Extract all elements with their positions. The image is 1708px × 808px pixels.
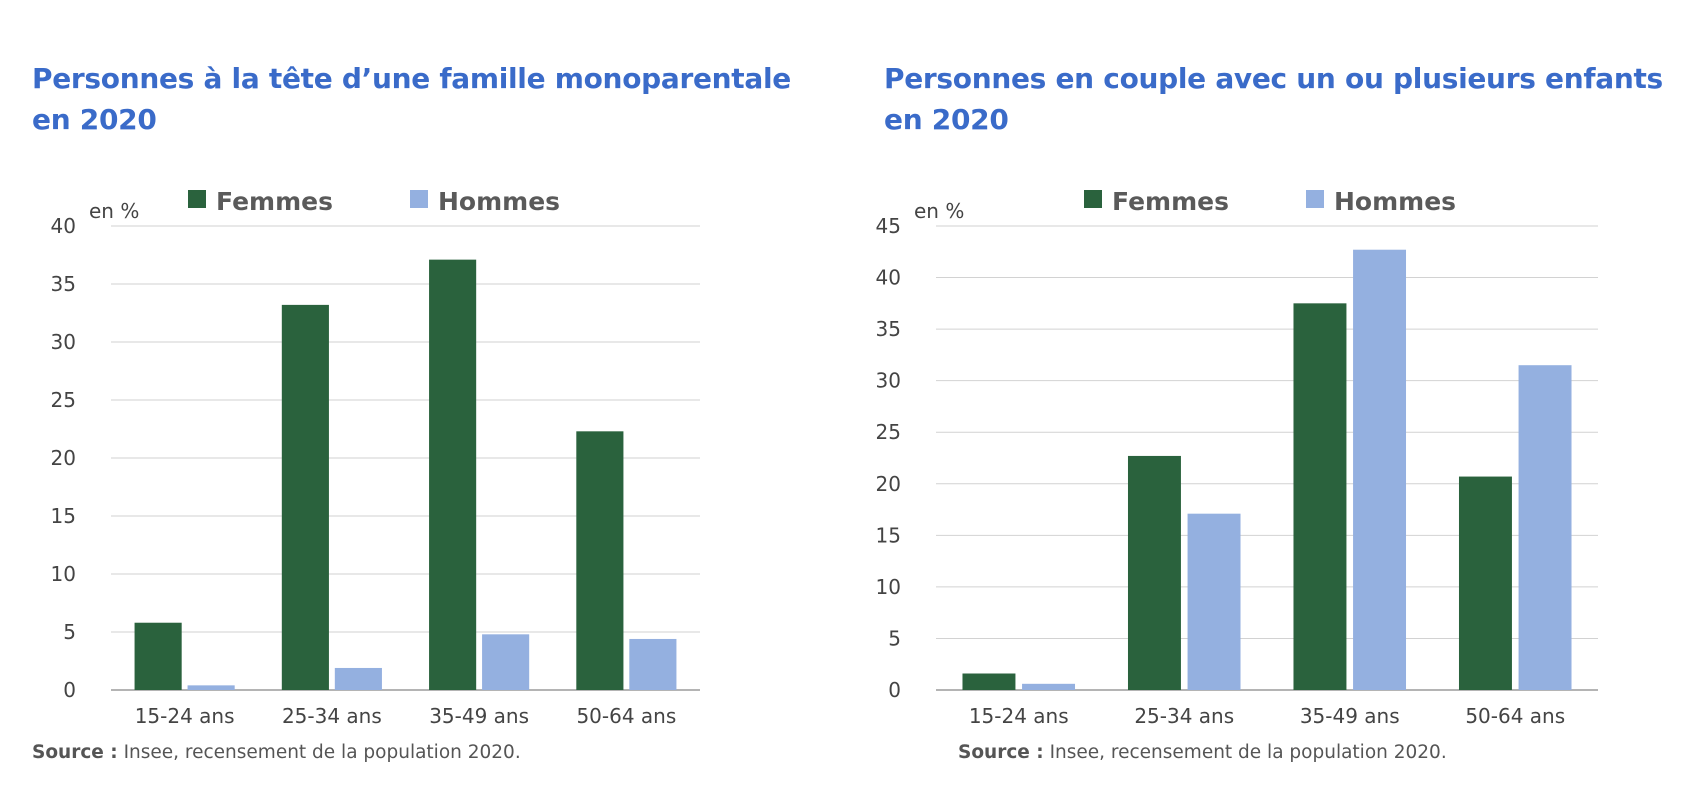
bar-femmes-50-64-ans <box>576 431 624 690</box>
bar-femmes-15-24-ans <box>962 673 1016 690</box>
legend-swatch-femmes <box>1084 190 1102 208</box>
bar-hommes-50-64-ans <box>629 638 677 690</box>
y-tick-label: 5 <box>888 626 901 650</box>
y-unit-label: en % <box>914 199 964 223</box>
bar-hommes-15-24-ans <box>1022 683 1076 690</box>
source-label: Source : <box>958 742 1044 763</box>
legend-label-hommes: Hommes <box>438 187 560 216</box>
chart-title-line-1: Personnes en couple avec un ou plusieurs… <box>884 62 1663 95</box>
legend-label-femmes: Femmes <box>1112 187 1229 216</box>
bar-femmes-50-64-ans <box>1458 476 1512 690</box>
y-tick-label: 20 <box>876 472 901 496</box>
x-category-label: 50-64 ans <box>1465 704 1565 728</box>
y-tick-label: 0 <box>63 678 76 702</box>
x-category-label: 50-64 ans <box>576 704 676 728</box>
y-tick-label: 35 <box>876 317 901 341</box>
y-tick-label: 35 <box>51 272 76 296</box>
bar-hommes-50-64-ans <box>1518 365 1572 690</box>
source-text: Insee, recensement de la population 2020… <box>117 742 521 763</box>
source-text: Insee, recensement de la population 2020… <box>1043 742 1447 763</box>
chart-title-line-2: en 2020 <box>884 103 1009 136</box>
bar-hommes-35-49-ans <box>1353 249 1407 690</box>
y-tick-label: 40 <box>51 214 76 238</box>
bar-hommes-25-34-ans <box>334 667 382 690</box>
y-tick-label: 10 <box>51 562 76 586</box>
legend-label-femmes: Femmes <box>216 187 333 216</box>
chart-title: Personnes à la tête d’une famille monopa… <box>32 58 791 140</box>
chart-title: Personnes en couple avec un ou plusieurs… <box>884 58 1663 140</box>
y-tick-label: 15 <box>876 523 901 547</box>
y-unit-label: en % <box>89 199 139 223</box>
y-tick-label: 45 <box>876 214 901 238</box>
bar-hommes-15-24-ans <box>187 685 235 690</box>
bar-femmes-25-34-ans <box>1127 455 1181 690</box>
bar-femmes-15-24-ans <box>134 622 182 690</box>
x-category-label: 25-34 ans <box>1134 704 1234 728</box>
y-tick-label: 30 <box>51 330 76 354</box>
chart-panel-monoparentale: Personnes à la tête d’une famille monopa… <box>32 58 791 763</box>
chart-title-line-1: Personnes à la tête d’une famille monopa… <box>32 62 791 95</box>
y-tick-label: 25 <box>876 420 901 444</box>
y-tick-label: 5 <box>63 620 76 644</box>
bar-hommes-35-49-ans <box>482 634 530 690</box>
source-note: Source : Insee, recensement de la popula… <box>32 742 521 763</box>
bar-femmes-35-49-ans <box>429 259 477 690</box>
y-tick-label: 40 <box>876 266 901 290</box>
legend-swatch-hommes <box>1306 190 1324 208</box>
chart-title-line-2: en 2020 <box>32 103 157 136</box>
chart-panel-couple: Personnes en couple avec un ou plusieurs… <box>854 0 1708 808</box>
y-tick-label: 15 <box>51 504 76 528</box>
legend-swatch-hommes <box>410 190 428 208</box>
bar-hommes-25-34-ans <box>1187 513 1241 690</box>
legend-swatch-femmes <box>188 190 206 208</box>
y-tick-label: 20 <box>51 446 76 470</box>
source-label: Source : <box>32 742 118 763</box>
source-note: Source : Insee, recensement de la popula… <box>958 742 1447 763</box>
bar-femmes-35-49-ans <box>1293 303 1347 690</box>
y-tick-label: 25 <box>51 388 76 412</box>
legend-label-hommes: Hommes <box>1334 187 1456 216</box>
y-tick-label: 0 <box>888 678 901 702</box>
x-category-label: 15-24 ans <box>969 704 1069 728</box>
bar-chart-monoparentale: 0 5 10 15 20 25 30 35 40 en % Femmes Hommes 15-24 an… <box>51 187 700 728</box>
bar-chart-couple: 0 5 10 15 20 25 30 35 40 45 en % Femmes Hommes 15-24 … <box>876 187 1598 728</box>
x-category-label: 15-24 ans <box>135 704 235 728</box>
y-tick-label: 10 <box>876 575 901 599</box>
x-category-label: 35-49 ans <box>429 704 529 728</box>
x-category-label: 25-34 ans <box>282 704 382 728</box>
y-tick-label: 30 <box>876 369 901 393</box>
bar-femmes-25-34-ans <box>281 304 329 690</box>
x-category-label: 35-49 ans <box>1300 704 1400 728</box>
